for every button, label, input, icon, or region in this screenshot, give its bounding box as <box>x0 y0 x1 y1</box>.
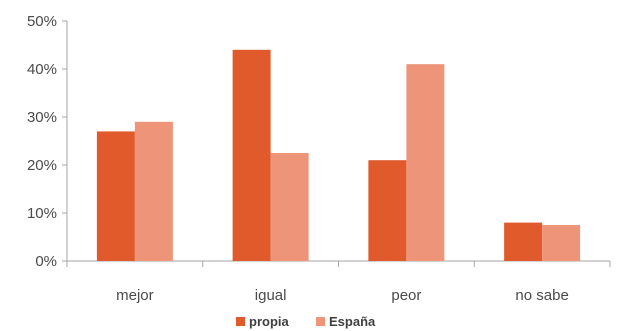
y-tick-label: 10% <box>27 205 57 222</box>
y-tick-label: 30% <box>27 109 57 126</box>
x-axis: mejor igual peor no sabe <box>66 260 611 304</box>
bar-propia-igual <box>232 49 271 261</box>
bar-propia-no-sabe <box>504 222 543 261</box>
legend-swatch <box>236 317 245 326</box>
y-tick-label: 0% <box>35 253 57 270</box>
y-axis: 0% 10% 20% 30% 40% 50% <box>27 13 68 270</box>
bar-propia-peor <box>368 160 407 261</box>
bar-españa-mejor <box>134 121 173 261</box>
bar-propia-mejor <box>96 131 135 261</box>
bar-españa-no-sabe <box>542 225 581 261</box>
x-category-label: mejor <box>116 287 154 304</box>
y-tick-label: 50% <box>27 13 57 30</box>
y-tick-label: 40% <box>27 61 57 78</box>
x-category-label: no sabe <box>515 287 568 304</box>
x-category-label: peor <box>391 287 421 304</box>
bars <box>96 49 581 261</box>
legend-label: propia <box>249 314 289 329</box>
bar-españa-peor <box>406 64 445 261</box>
y-tick-label: 20% <box>27 157 57 174</box>
x-category-label: igual <box>255 287 287 304</box>
legend-label: España <box>329 314 376 329</box>
legend: propia España <box>236 314 376 329</box>
bar-españa-igual <box>270 153 309 261</box>
legend-swatch <box>316 317 325 326</box>
